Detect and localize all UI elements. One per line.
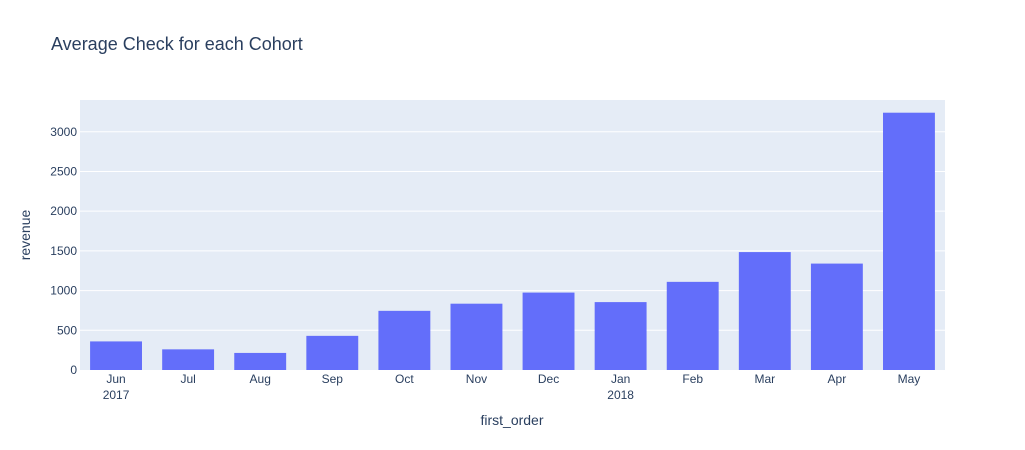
bar-aug[interactable] — [234, 352, 287, 370]
x-tick-label: Jul — [180, 372, 195, 386]
bar-feb[interactable] — [666, 281, 719, 370]
x-tick-label: Dec — [538, 372, 559, 386]
y-tick-label: 2000 — [50, 204, 77, 218]
y-tick-label: 500 — [57, 323, 77, 337]
x-tick-year-label: 2017 — [103, 388, 130, 402]
y-tick-label: 0 — [70, 363, 77, 377]
bar-dec[interactable] — [522, 292, 575, 370]
x-tick-label: Jan — [611, 372, 630, 386]
x-tick-label: Jun — [106, 372, 125, 386]
bars — [90, 112, 935, 371]
bar-may[interactable] — [883, 112, 935, 371]
chart-title: Average Check for each Cohort — [51, 34, 303, 54]
y-tick-label: 1500 — [50, 244, 77, 258]
y-tick-labels: 0 500 1000 1500 2000 2500 3000 — [50, 125, 77, 377]
bar-jun[interactable] — [90, 341, 142, 370]
x-tick-label: Oct — [395, 372, 414, 386]
bar-oct[interactable] — [378, 310, 431, 370]
gridlines — [80, 131, 945, 331]
x-tick-label: Aug — [250, 372, 271, 386]
y-axis-title: revenue — [17, 209, 33, 260]
bar-apr[interactable] — [810, 263, 863, 370]
plot-area — [80, 100, 945, 370]
bar-jan[interactable] — [594, 302, 647, 370]
bar-nov[interactable] — [450, 303, 503, 370]
x-tick-label: Feb — [682, 372, 703, 386]
x-tick-label: Sep — [322, 372, 344, 386]
y-tick-label: 2500 — [50, 164, 77, 178]
y-tick-label: 3000 — [50, 125, 77, 139]
bar-mar[interactable] — [738, 252, 791, 370]
x-tick-year-label: 2018 — [607, 388, 634, 402]
bar-sep[interactable] — [306, 335, 359, 370]
x-tick-label: Apr — [828, 372, 847, 386]
bar-jul[interactable] — [162, 349, 215, 370]
x-tick-labels: Jun 2017 Jul Aug Sep Oct Nov Dec Jan 2018 Feb Mar Ap… — [103, 372, 921, 402]
x-tick-label: Mar — [754, 372, 775, 386]
x-tick-label: May — [898, 372, 921, 386]
y-tick-label: 1000 — [50, 284, 77, 298]
x-axis-title: first_order — [480, 412, 543, 428]
x-tick-label: Nov — [466, 372, 487, 386]
